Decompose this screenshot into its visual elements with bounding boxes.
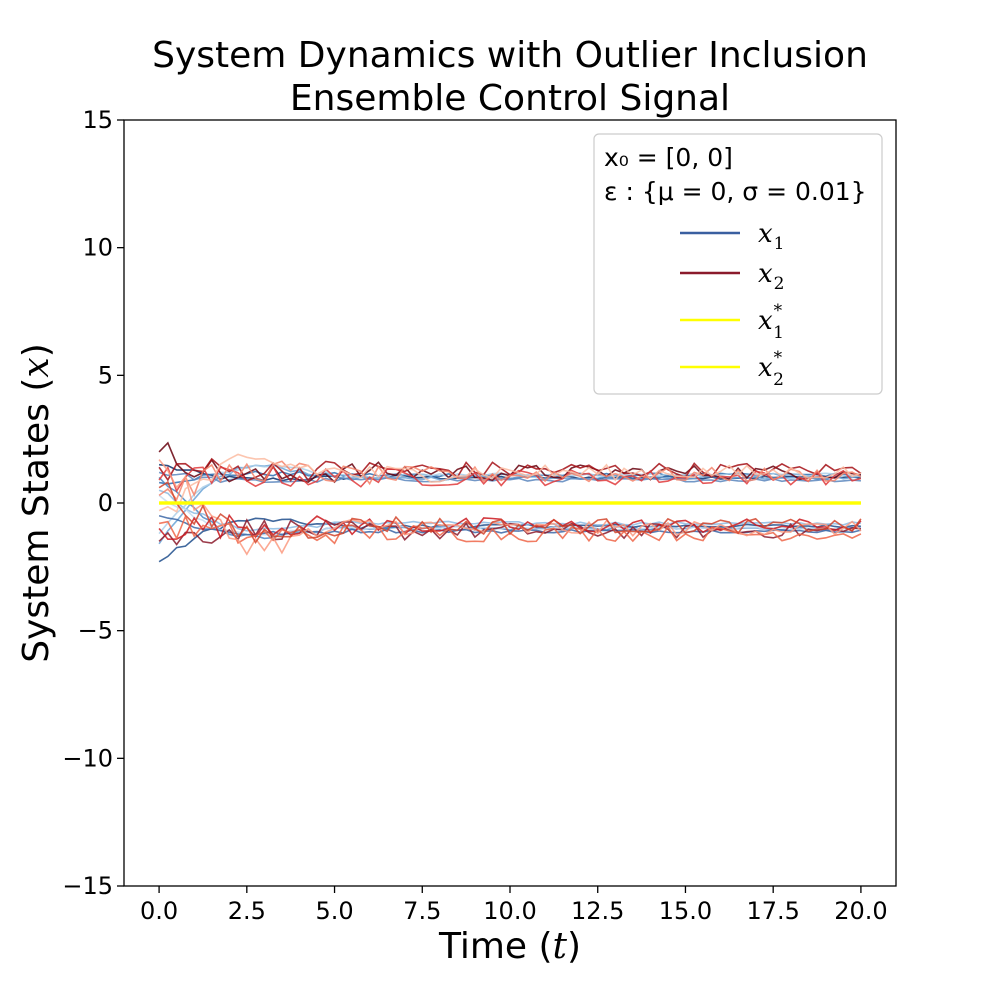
- y-axis-label-suffix: ): [16, 343, 57, 357]
- x-axis-label-suffix: ): [567, 926, 581, 967]
- y-tick-label: −15: [62, 872, 113, 900]
- x1-ensemble-line: [158, 489, 862, 532]
- x2-ensemble-line: [158, 513, 862, 541]
- x2-ensemble-line: [158, 453, 862, 513]
- legend-header-initial-state: x₀ = [0, 0]: [604, 143, 733, 172]
- x-tick-label: 5.0: [315, 897, 353, 925]
- series-layer: [158, 441, 862, 563]
- legend-label-sub: 2: [773, 370, 784, 390]
- x2-ensemble-line: [158, 480, 862, 545]
- legend-label-sub: 1: [773, 323, 784, 343]
- legend-label: x2: [758, 259, 785, 294]
- y-tick-label: 5: [98, 361, 113, 389]
- y-tick-label: 15: [82, 106, 113, 134]
- legend-label-sup: *: [774, 301, 783, 321]
- legend-label-sup: *: [774, 348, 783, 368]
- legend-label-base: x: [758, 353, 773, 383]
- x-tick-label: 7.5: [403, 897, 441, 925]
- x-tick-label: 10.0: [483, 897, 536, 925]
- x-tick-label: 17.5: [746, 897, 799, 925]
- legend-label-base: x: [758, 259, 773, 289]
- x-tick-label: 20.0: [834, 897, 887, 925]
- x-axis-label: Time (t): [438, 926, 581, 967]
- legend-label: x* 1: [758, 301, 784, 343]
- legend-label-base: x: [758, 306, 773, 336]
- y-tick-label: 0: [98, 489, 113, 517]
- legend: x₀ = [0, 0] ε : {μ = 0, σ = 0.01} x1x2x*…: [593, 133, 883, 395]
- legend-box: [593, 133, 883, 395]
- y-tick-label: 10: [82, 234, 113, 262]
- x2-ensemble-line: [158, 459, 862, 556]
- legend-label-base: x: [758, 219, 773, 249]
- y-axis-label: System States (x): [16, 343, 57, 663]
- x-tick-label: 12.5: [571, 897, 624, 925]
- chart-title-line-2: Ensemble Control Signal: [290, 78, 730, 119]
- x-tick-label: 0.0: [140, 897, 178, 925]
- y-tick-label: −10: [62, 744, 113, 772]
- y-axis-label-prefix: System States (: [16, 378, 57, 663]
- y-tick-label: −5: [78, 617, 113, 645]
- x-axis-ticks: 0.0 2.5 5.0 7.5 10.0 12.5 15.0 17.5 20.0: [140, 886, 888, 925]
- legend-header-noise: ε : {μ = 0, σ = 0.01}: [604, 177, 867, 206]
- legend-label-sub: 2: [774, 274, 785, 294]
- legend-label-sub: 1: [774, 234, 785, 254]
- chart-title-line-1: System Dynamics with Outlier Inclusion: [152, 35, 868, 76]
- x-axis-label-var: t: [553, 926, 568, 967]
- legend-label: x1: [758, 219, 785, 254]
- x-tick-label: 2.5: [228, 897, 266, 925]
- x2-ensemble-line: [158, 518, 861, 546]
- x-axis-label-prefix: Time (: [438, 926, 553, 967]
- y-axis-ticks: −15 −10 −5 0 5 10 15: [62, 106, 124, 900]
- y-axis-label-var: x: [16, 357, 57, 377]
- x-tick-label: 15.0: [659, 897, 712, 925]
- legend-label: x* 2: [758, 348, 784, 390]
